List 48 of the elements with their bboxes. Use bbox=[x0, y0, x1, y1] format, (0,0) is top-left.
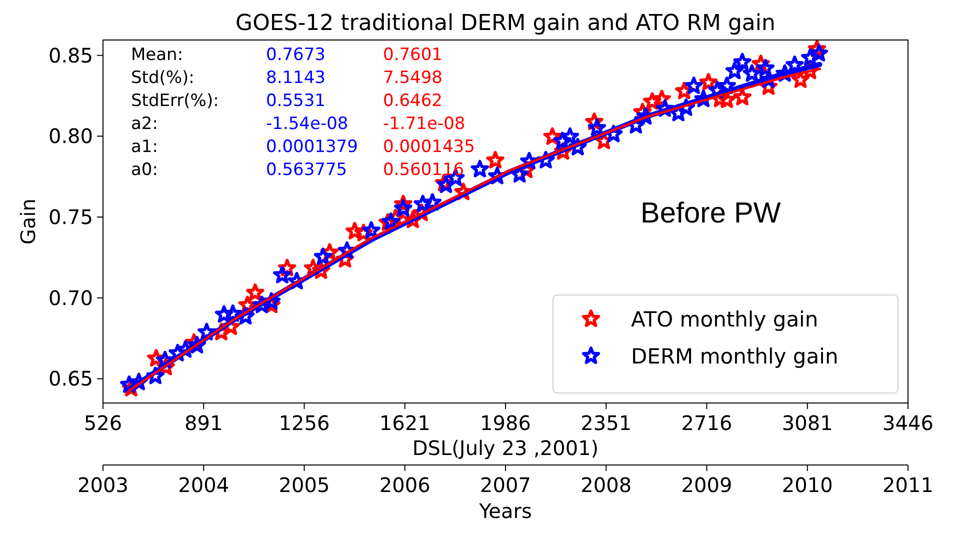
x2-tick-label: 2008 bbox=[580, 473, 632, 497]
annotation: 0.0001379 bbox=[266, 137, 358, 157]
annotation: 0.5531 bbox=[266, 91, 326, 111]
x-tick-label: 1256 bbox=[278, 411, 330, 435]
x2-tick-label: 2007 bbox=[480, 473, 531, 497]
annotation: 0.7673 bbox=[266, 45, 326, 65]
y-tick-label: 0.80 bbox=[48, 124, 93, 148]
chart-title: GOES-12 traditional DERM gain and ATO RM gain bbox=[236, 11, 776, 36]
x2-tick-label: 2005 bbox=[278, 473, 330, 497]
y-tick-label: 0.85 bbox=[48, 43, 93, 68]
legend-label: DERM monthly gain bbox=[631, 344, 838, 368]
annotation: StdErr(%): bbox=[131, 91, 219, 111]
x-tick-label: 526 bbox=[84, 411, 122, 435]
y-tick-label: 0.75 bbox=[48, 205, 93, 230]
x-tick-label: 3081 bbox=[782, 411, 833, 435]
x2-tick-label: 2006 bbox=[379, 473, 430, 497]
annotation: -1.71e-08 bbox=[383, 114, 466, 134]
y-tick-label: 0.70 bbox=[48, 286, 93, 310]
annotation: 0.560116 bbox=[383, 160, 464, 180]
x-axis-title: DSL(July 23 ,2001) bbox=[412, 436, 599, 460]
annotation: 0.7601 bbox=[383, 45, 442, 65]
annotation: 7.5498 bbox=[383, 68, 442, 88]
annotation: a2: bbox=[131, 114, 158, 134]
x-tick-label: 2716 bbox=[681, 411, 732, 435]
x2-tick-label: 2004 bbox=[178, 473, 230, 497]
annotation: 8.1143 bbox=[266, 68, 326, 88]
x-tick-label: 1986 bbox=[480, 411, 531, 435]
x-tick-label: 3446 bbox=[882, 411, 934, 435]
x-tick-label: 891 bbox=[184, 411, 223, 435]
x2-tick-label: 2003 bbox=[78, 473, 128, 497]
x-tick-label: 1621 bbox=[379, 411, 430, 435]
annotation: 0.6462 bbox=[383, 91, 442, 111]
annotation: Before PW bbox=[640, 198, 782, 230]
annotation: -1.54e-08 bbox=[266, 114, 348, 134]
x2-tick-label: 2010 bbox=[782, 473, 833, 497]
annotation: 0.0001435 bbox=[383, 137, 475, 157]
x-tick-label: 2351 bbox=[580, 411, 632, 435]
annotation: a0: bbox=[131, 160, 158, 180]
annotation: 0.563775 bbox=[266, 160, 348, 180]
y-axis-title: Gain bbox=[16, 198, 40, 244]
x2-axis-title: Years bbox=[478, 499, 532, 523]
x2-tick-label: 2011 bbox=[882, 473, 934, 497]
x2-tick-label: 2009 bbox=[681, 473, 732, 497]
annotation: a1: bbox=[131, 137, 158, 157]
annotation: Mean: bbox=[131, 45, 184, 65]
annotation: Std(%): bbox=[131, 68, 194, 88]
y-tick-label: 0.65 bbox=[48, 366, 93, 391]
legend-label: ATO monthly gain bbox=[631, 307, 818, 332]
